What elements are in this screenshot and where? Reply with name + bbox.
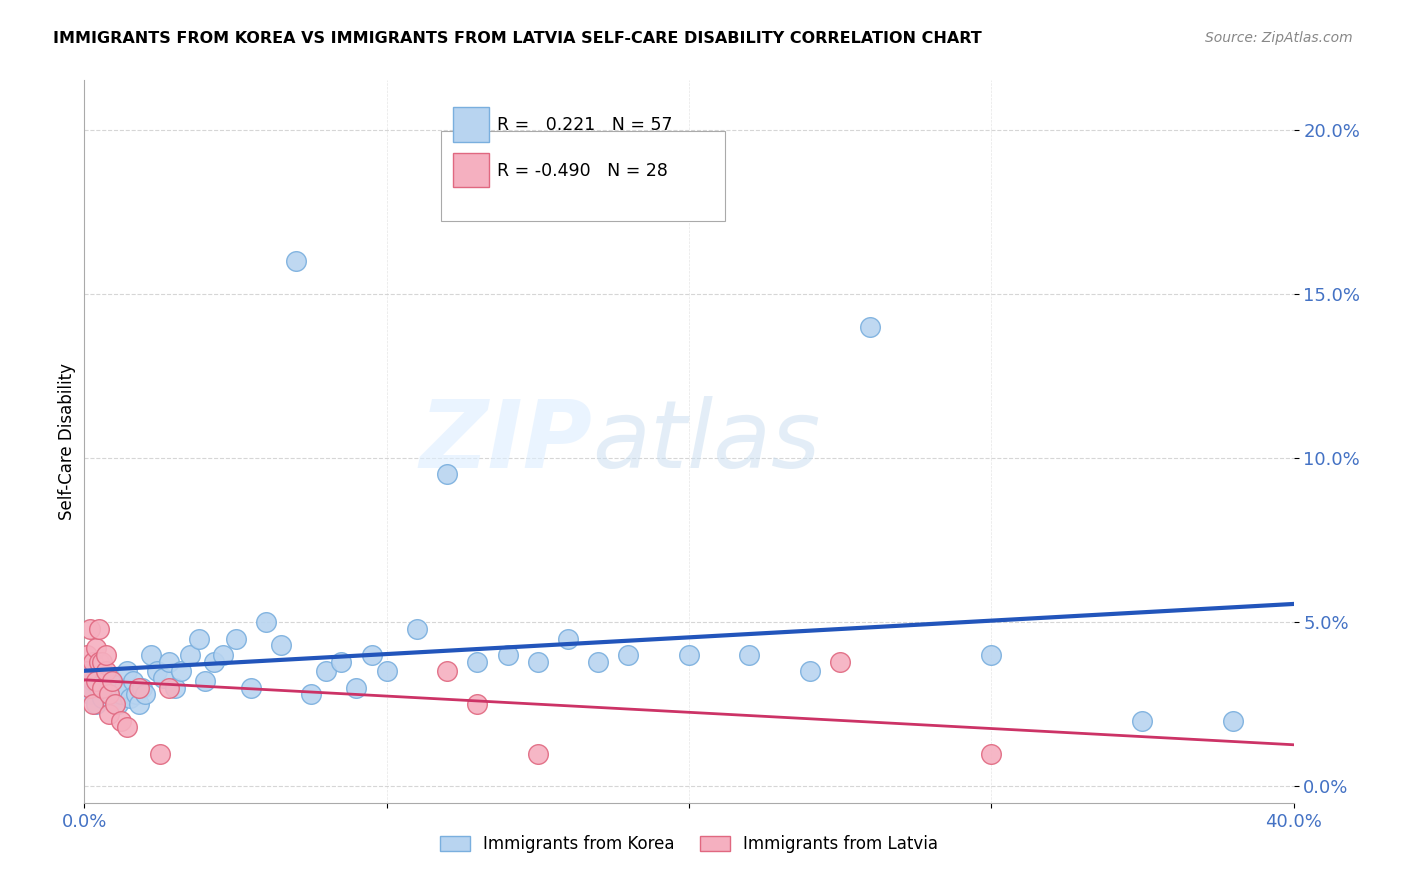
Point xyxy=(110,687,132,701)
Point xyxy=(128,698,150,712)
Point xyxy=(94,665,117,679)
Point xyxy=(799,665,821,679)
Point xyxy=(94,671,117,685)
Point xyxy=(157,681,180,695)
Point xyxy=(346,681,368,695)
Point xyxy=(91,690,114,705)
Point xyxy=(738,648,761,662)
Point xyxy=(79,622,101,636)
Text: ZIP: ZIP xyxy=(419,395,592,488)
Point xyxy=(91,681,114,695)
Point xyxy=(406,622,429,636)
Point xyxy=(330,655,353,669)
Point xyxy=(139,648,162,662)
Point xyxy=(146,665,169,679)
Point xyxy=(91,655,114,669)
Point xyxy=(76,648,98,662)
Text: R = -0.490   N = 28: R = -0.490 N = 28 xyxy=(496,161,668,179)
Point xyxy=(76,665,98,679)
Point xyxy=(202,655,225,669)
Text: atlas: atlas xyxy=(592,396,821,487)
Point xyxy=(212,648,235,662)
Point xyxy=(89,622,111,636)
Point xyxy=(115,665,138,679)
Point xyxy=(980,648,1002,662)
Text: R =   0.221   N = 57: R = 0.221 N = 57 xyxy=(496,116,672,134)
Point xyxy=(89,681,111,695)
Point xyxy=(79,687,101,701)
Point xyxy=(239,681,262,695)
Point xyxy=(152,671,174,685)
Point xyxy=(100,674,122,689)
Point xyxy=(104,698,127,712)
Point xyxy=(76,681,98,695)
Point xyxy=(467,655,489,669)
Point xyxy=(97,707,120,722)
Point xyxy=(134,687,156,701)
Point xyxy=(1222,714,1244,728)
Point xyxy=(89,655,111,669)
Point xyxy=(86,698,108,712)
Point xyxy=(115,720,138,734)
Point xyxy=(859,319,882,334)
Point xyxy=(557,632,579,646)
Point xyxy=(149,747,172,761)
Point xyxy=(128,681,150,695)
Point xyxy=(270,638,292,652)
Point xyxy=(360,648,382,662)
Point xyxy=(121,674,143,689)
Point xyxy=(97,687,120,701)
Point xyxy=(588,655,610,669)
Point xyxy=(1130,714,1153,728)
Point xyxy=(125,687,148,701)
Point xyxy=(112,681,135,695)
Point xyxy=(678,648,700,662)
Point xyxy=(194,674,217,689)
Point xyxy=(118,690,141,705)
Y-axis label: Self-Care Disability: Self-Care Disability xyxy=(58,363,76,520)
Point xyxy=(496,648,519,662)
Point xyxy=(980,747,1002,761)
FancyBboxPatch shape xyxy=(441,131,725,221)
Point xyxy=(86,674,108,689)
Point xyxy=(299,687,322,701)
Point xyxy=(254,615,277,630)
Point xyxy=(188,632,211,646)
Bar xyxy=(453,107,489,142)
Point xyxy=(165,681,187,695)
Text: Source: ZipAtlas.com: Source: ZipAtlas.com xyxy=(1205,31,1353,45)
Point xyxy=(97,684,120,698)
Point xyxy=(527,655,550,669)
Bar xyxy=(453,153,489,187)
Point xyxy=(110,714,132,728)
Legend: Immigrants from Korea, Immigrants from Latvia: Immigrants from Korea, Immigrants from L… xyxy=(433,828,945,860)
Point xyxy=(100,694,122,708)
Point xyxy=(225,632,247,646)
Point xyxy=(436,467,458,482)
Point xyxy=(82,698,104,712)
Point xyxy=(157,655,180,669)
Point xyxy=(131,681,153,695)
Point xyxy=(436,665,458,679)
Point xyxy=(830,655,852,669)
Point xyxy=(104,677,127,691)
Point xyxy=(315,665,337,679)
Point xyxy=(86,641,108,656)
Point xyxy=(94,648,117,662)
Text: IMMIGRANTS FROM KOREA VS IMMIGRANTS FROM LATVIA SELF-CARE DISABILITY CORRELATION: IMMIGRANTS FROM KOREA VS IMMIGRANTS FROM… xyxy=(53,31,983,46)
Point xyxy=(107,698,129,712)
Point xyxy=(79,681,101,695)
Point xyxy=(82,655,104,669)
Point xyxy=(617,648,640,662)
Point xyxy=(467,698,489,712)
Point xyxy=(285,253,308,268)
Point xyxy=(82,674,104,689)
Point xyxy=(179,648,201,662)
Point xyxy=(375,665,398,679)
Point xyxy=(170,665,193,679)
Point xyxy=(527,747,550,761)
